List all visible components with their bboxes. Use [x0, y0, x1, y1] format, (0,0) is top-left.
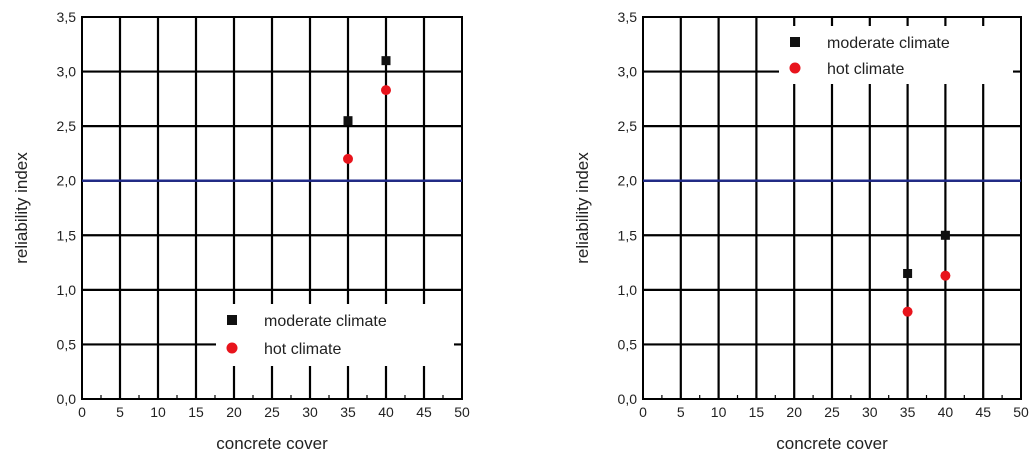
y-tick-label: 0,0 — [618, 391, 638, 407]
x-axis-label: concrete cover — [216, 434, 328, 453]
y-axis: 0,0 0,5 1,0 1,5 2,0 2,5 3,0 3,5 — [618, 9, 650, 407]
data-point-square — [381, 56, 391, 66]
series-1 — [903, 230, 950, 278]
y-axis-label: reliability index — [573, 152, 592, 264]
y-tick-label: 3,0 — [618, 64, 638, 80]
x-tick-label: 25 — [264, 404, 280, 420]
x-tick-label: 10 — [150, 404, 166, 420]
y-tick-label: 3,5 — [618, 9, 638, 25]
y-tick-label: 2,5 — [618, 118, 638, 134]
legend: moderate climate hot climate — [216, 304, 454, 366]
y-tick-label: 0,0 — [57, 391, 77, 407]
series-2 — [343, 85, 391, 164]
data-point-circle — [902, 306, 913, 317]
y-tick-label: 0,5 — [57, 336, 77, 352]
x-tick-label: 50 — [1013, 404, 1029, 420]
legend-marker-circle — [226, 342, 238, 354]
y-axis: 0,0 0,5 1,0 1,5 2,0 2,5 3,0 3,5 — [57, 9, 89, 407]
y-tick-label: 3,5 — [57, 9, 77, 25]
legend: moderate climate hot climate — [779, 26, 1013, 84]
x-tick-label: 35 — [900, 404, 916, 420]
x-axis: 0 5 10 15 20 25 30 35 40 45 50 — [78, 392, 470, 420]
y-tick-label: 1,5 — [57, 227, 77, 243]
chart-2: 0 5 10 15 20 25 30 35 40 45 50 0,0 0,5 1,0 1,5 2,0 2,5 3,… — [573, 9, 1029, 453]
x-tick-label: 20 — [226, 404, 242, 420]
x-tick-label: 35 — [340, 404, 356, 420]
series-1 — [343, 56, 391, 126]
legend-marker-square — [227, 315, 237, 325]
x-tick-label: 10 — [711, 404, 727, 420]
x-tick-label: 0 — [78, 404, 86, 420]
x-tick-label: 15 — [188, 404, 204, 420]
x-tick-label: 0 — [639, 404, 647, 420]
legend-label: hot climate — [827, 61, 904, 78]
y-tick-label: 2,0 — [618, 173, 638, 189]
y-tick-label: 2,0 — [57, 173, 77, 189]
x-tick-label: 50 — [454, 404, 470, 420]
x-tick-label: 30 — [862, 404, 878, 420]
data-point-circle — [343, 153, 353, 164]
y-tick-label: 1,5 — [618, 227, 638, 243]
y-tick-label: 1,0 — [618, 282, 638, 298]
y-axis-label: reliability index — [12, 152, 31, 264]
y-tick-label: 2,5 — [57, 118, 77, 134]
data-point-square — [940, 230, 950, 240]
legend-label: moderate climate — [827, 35, 950, 52]
legend-background — [216, 304, 454, 366]
data-point-circle — [381, 85, 391, 96]
series-2 — [902, 270, 951, 317]
x-tick-label: 30 — [302, 404, 318, 420]
x-tick-label: 45 — [975, 404, 991, 420]
data-point-circle — [940, 270, 951, 281]
x-tick-label: 20 — [786, 404, 802, 420]
legend-background — [779, 26, 1013, 84]
x-tick-label: 5 — [116, 404, 124, 420]
legend-label: hot climate — [264, 341, 341, 358]
x-tick-label: 15 — [749, 404, 765, 420]
legend-marker-circle — [789, 62, 801, 74]
data-point-square — [343, 116, 353, 126]
x-tick-label: 45 — [416, 404, 432, 420]
legend-marker-square — [790, 37, 800, 47]
y-tick-label: 1,0 — [57, 282, 77, 298]
legend-label: moderate climate — [264, 313, 387, 330]
y-tick-label: 3,0 — [57, 64, 77, 80]
x-tick-label: 5 — [677, 404, 685, 420]
x-tick-label: 40 — [938, 404, 954, 420]
x-axis: 0 5 10 15 20 25 30 35 40 45 50 — [639, 392, 1029, 420]
y-tick-label: 0,5 — [618, 336, 638, 352]
x-tick-label: 40 — [378, 404, 394, 420]
data-point-square — [903, 268, 913, 278]
x-axis-label: concrete cover — [776, 434, 888, 453]
x-tick-label: 25 — [824, 404, 840, 420]
chart-1: 0 5 10 15 20 25 30 35 40 45 50 0,0 0,5 1,0 1,5 2,0 2,5 3,… — [12, 9, 470, 453]
